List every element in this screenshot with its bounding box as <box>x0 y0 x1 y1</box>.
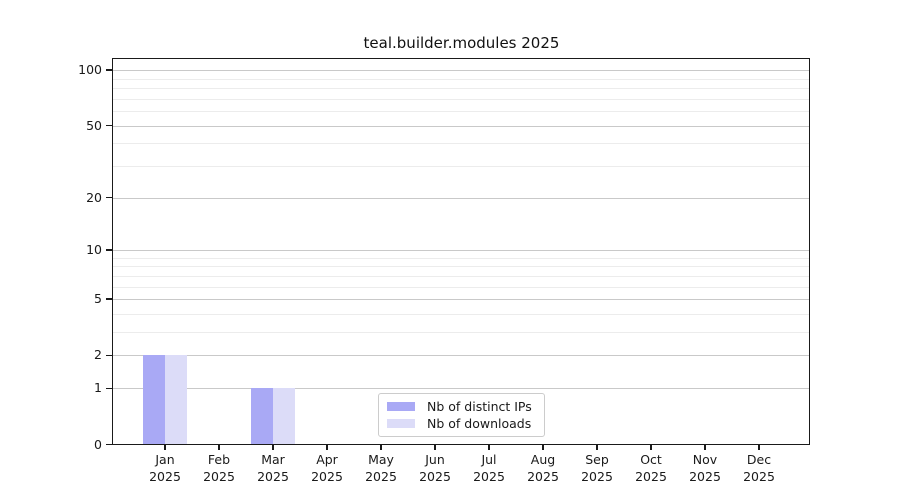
legend-item-downloads: Nb of downloads <box>387 416 536 431</box>
y-axis-tick <box>106 354 113 357</box>
x-axis-tick-label-line: 2025 <box>689 468 721 484</box>
x-axis-tick-label: Jul 2025 <box>459 452 519 485</box>
y-axis-tick-label: 20 <box>86 189 102 205</box>
gridline-major <box>113 125 810 127</box>
x-axis-tick-label-line: Jul <box>481 452 497 467</box>
x-axis-tick-label-line: Jan <box>155 452 175 467</box>
x-axis-tick-label: Aug 2025 <box>513 452 573 485</box>
y-axis-tick <box>106 387 113 390</box>
y-axis-tick-label: 50 <box>86 117 102 133</box>
y-axis-tick-label: 2 <box>94 347 102 363</box>
gridline-minor <box>113 286 810 288</box>
gridline-minor <box>113 111 810 113</box>
x-axis-tick <box>596 444 598 450</box>
gridline-minor <box>113 275 810 277</box>
legend-label-distinct-ips: Nb of distinct IPs <box>427 398 532 414</box>
x-axis-tick <box>650 444 652 450</box>
gridline-minor <box>113 266 810 268</box>
x-axis-tick-label: Dec 2025 <box>729 452 789 485</box>
bar-downloads-jan-2025 <box>165 355 187 445</box>
gridline-major <box>113 70 810 72</box>
y-axis-tick <box>106 196 113 199</box>
x-axis-tick-label-line: 2025 <box>257 468 289 484</box>
gridline-major <box>113 355 810 357</box>
x-axis-tick-label-line: Mar <box>261 452 285 467</box>
x-axis-tick-label-line: Nov <box>692 452 718 467</box>
x-axis-tick <box>326 444 328 450</box>
gridline-minor <box>113 332 810 334</box>
x-axis-tick-label-line: 2025 <box>419 468 451 484</box>
x-axis-tick <box>758 444 760 450</box>
x-axis-tick-label: Feb 2025 <box>189 452 249 485</box>
y-axis-tick <box>106 443 113 446</box>
x-axis-tick-label: May 2025 <box>351 452 411 485</box>
x-axis-tick-label-line: Dec <box>746 452 772 467</box>
x-axis-tick-label-line: 2025 <box>365 468 397 484</box>
gridline-minor <box>113 257 810 259</box>
x-axis-tick-label-line: 2025 <box>635 468 667 484</box>
legend: Nb of distinct IPs Nb of downloads <box>378 393 545 437</box>
x-axis-tick-label-line: 2025 <box>743 468 775 484</box>
y-axis-tick-label: 1 <box>94 380 102 396</box>
x-axis-tick <box>542 444 544 450</box>
y-axis-tick <box>106 69 113 71</box>
x-axis-tick-label: Nov 2025 <box>675 452 735 485</box>
y-axis-tick-label: 100 <box>78 62 102 78</box>
x-axis-tick-label-line: Apr <box>316 452 338 467</box>
bar-distinct-ips-mar-2025 <box>251 388 273 445</box>
x-axis-tick-label-line: 2025 <box>473 468 505 484</box>
y-axis-tick-label: 10 <box>86 242 102 258</box>
gridline-minor <box>113 98 810 100</box>
legend-swatch-distinct-ips-icon <box>387 401 415 411</box>
x-axis-tick-label-line: Sep <box>585 452 609 467</box>
y-axis-tick <box>106 298 113 300</box>
chart-title: teal.builder.modules 2025 <box>363 34 560 52</box>
x-axis-tick <box>164 444 166 450</box>
x-axis-tick-label-line: May <box>368 452 394 467</box>
x-axis-tick-label-line: 2025 <box>581 468 613 484</box>
x-axis-tick-label: Sep 2025 <box>567 452 627 485</box>
gridline-major <box>113 299 810 301</box>
x-axis-tick-label-line: Oct <box>640 452 662 467</box>
bar-distinct-ips-jan-2025 <box>143 355 165 445</box>
gridline-minor <box>113 166 810 167</box>
gridline-minor <box>113 143 810 145</box>
x-axis-tick-label-line: 2025 <box>149 468 181 484</box>
bar-downloads-mar-2025 <box>273 388 295 445</box>
x-axis-tick <box>704 444 706 450</box>
x-axis-tick-label-line: 2025 <box>203 468 235 484</box>
y-axis-tick-label: 0 <box>94 436 102 452</box>
gridline-major <box>113 388 810 390</box>
gridline-major <box>113 250 810 252</box>
gridline-minor <box>113 88 810 90</box>
x-axis-tick <box>218 444 220 450</box>
gridline-major <box>113 197 810 199</box>
x-axis-tick-label-line: 2025 <box>311 468 343 484</box>
x-axis-tick-label: Mar 2025 <box>243 452 303 485</box>
legend-label-downloads: Nb of downloads <box>427 416 532 432</box>
x-axis-tick-label-line: Feb <box>207 452 231 467</box>
x-axis-tick-label-line: 2025 <box>527 468 559 484</box>
y-axis-tick-label: 5 <box>94 291 102 307</box>
x-axis-tick-label: Oct 2025 <box>621 452 681 485</box>
legend-item-distinct-ips: Nb of distinct IPs <box>387 399 536 414</box>
legend-swatch-downloads-icon <box>387 419 415 429</box>
x-axis-tick-label-line: Aug <box>530 452 556 467</box>
x-axis-tick <box>434 444 436 450</box>
y-axis-tick <box>106 249 113 251</box>
x-axis-tick-label: Jan 2025 <box>135 452 195 485</box>
y-axis-tick <box>106 124 113 127</box>
x-axis-tick <box>488 444 490 450</box>
gridline-minor <box>113 78 810 80</box>
x-axis-tick <box>380 444 382 450</box>
x-axis-tick-label: Apr 2025 <box>297 452 357 485</box>
x-axis-tick <box>272 444 274 450</box>
plot-area <box>113 59 810 445</box>
x-axis-tick-label: Jun 2025 <box>405 452 465 485</box>
x-axis-tick-label-line: Jun <box>425 452 445 467</box>
gridline-minor <box>113 313 810 315</box>
